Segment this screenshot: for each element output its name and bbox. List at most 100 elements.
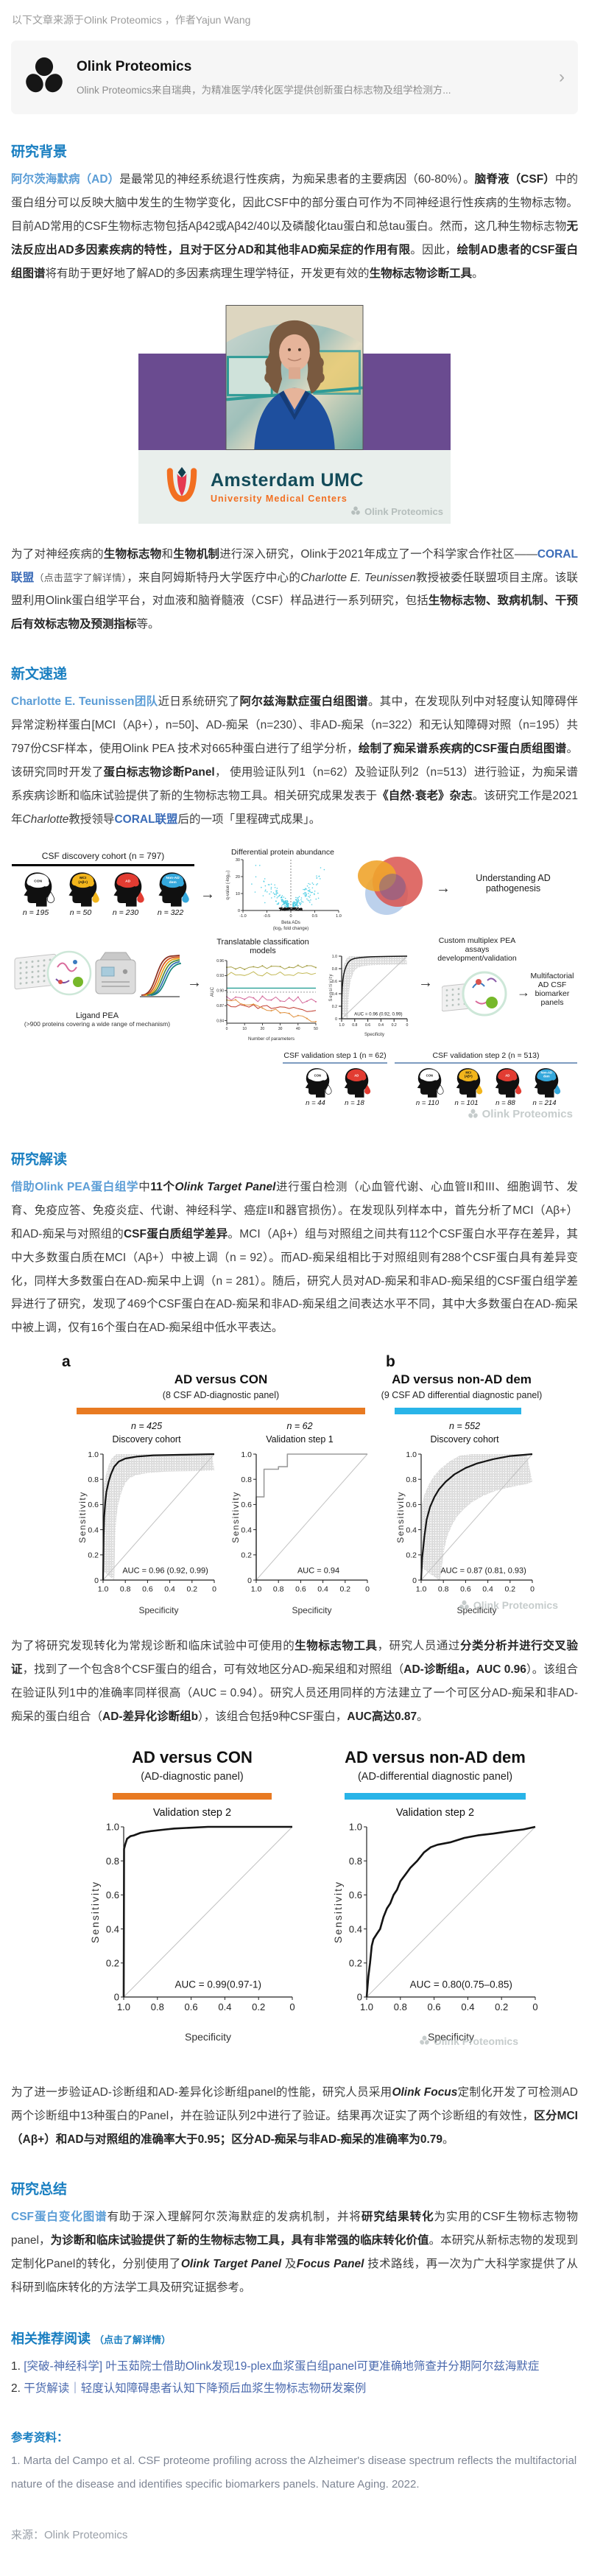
svg-text:0.6: 0.6 xyxy=(460,1585,471,1594)
text-segment: 蛋白标志物诊断Panel xyxy=(103,766,215,779)
svg-text:10: 10 xyxy=(242,1027,247,1031)
chevron-right-icon: › xyxy=(559,67,565,87)
svg-text:0.2: 0.2 xyxy=(252,2001,265,2012)
section-heading-news: 新文速递 xyxy=(11,667,68,683)
text-segment: 。 xyxy=(417,1710,428,1724)
olink-watermark: Olink Proteomics xyxy=(468,1108,573,1120)
text-segment: 无法反应出AD多因素疾病的特性，且对于区分AD和其他非AD痴呆症的作用有限 xyxy=(11,220,578,256)
svg-text:0.2: 0.2 xyxy=(495,2001,508,2012)
olink-watermark-icon xyxy=(468,1109,478,1118)
inline-link[interactable]: CORAL联盟 xyxy=(11,547,578,584)
account-card[interactable]: Olink Proteomics Olink Proteomics来自瑞典，为精… xyxy=(11,41,578,114)
svg-text:0.2: 0.2 xyxy=(88,1551,99,1560)
svg-text:Sensitivity: Sensitivity xyxy=(395,1492,406,1544)
svg-text:0.2: 0.2 xyxy=(186,1585,197,1594)
svg-text:40: 40 xyxy=(296,1027,300,1031)
fig2-panel-title: AD versus CON xyxy=(132,1747,253,1766)
text-segment: 。因此， xyxy=(410,243,457,256)
svg-text:0.4: 0.4 xyxy=(332,992,337,997)
svg-text:0.96: 0.96 xyxy=(216,959,224,964)
svg-text:0: 0 xyxy=(94,1576,99,1585)
text-segment: 分类分析并进行交叉验证 xyxy=(11,1640,578,1677)
svg-text:Specificity: Specificity xyxy=(292,1605,331,1615)
svg-text:Beta ADs: Beta ADs xyxy=(281,920,300,925)
olink-watermark-icon xyxy=(459,1600,469,1610)
svg-text:-0.5: -0.5 xyxy=(264,914,270,919)
text-segment: 中 xyxy=(138,1180,151,1193)
svg-text:50: 50 xyxy=(314,1027,318,1031)
svg-text:1.0: 1.0 xyxy=(241,1450,252,1459)
fig2-panel-subtitle: (AD-differential diagnostic panel) xyxy=(357,1770,513,1783)
text-segment: Olink Target Panel xyxy=(174,1180,276,1193)
volcano-block: Differential protein abundance 0 10 20 30 -1.… xyxy=(219,848,346,936)
plot-n-label: n = 552 xyxy=(448,1421,481,1432)
professor-photo-figure: Amsterdam UMC University Medical Centers… xyxy=(138,304,451,524)
text-segment: 。该研究工作是2021年 xyxy=(11,789,578,826)
svg-text:-1.0: -1.0 xyxy=(239,914,246,919)
olink-watermark: Olink Proteomics xyxy=(419,2035,518,2047)
svg-text:0.6: 0.6 xyxy=(332,980,337,984)
portrait-illustration xyxy=(226,305,363,449)
inline-link[interactable]: CORAL联盟 xyxy=(114,813,178,826)
svg-text:0.4: 0.4 xyxy=(317,1585,328,1594)
amsterdam-umc-logo-icon xyxy=(166,466,197,502)
cohort-head: AD n = 230 xyxy=(105,871,147,917)
venn-block xyxy=(352,854,431,922)
head-brain-icon: CON xyxy=(417,1067,444,1098)
svg-text:0.4: 0.4 xyxy=(218,2001,231,2012)
text-segment: CSF蛋白变化图谱 xyxy=(11,2210,107,2223)
svg-text:20: 20 xyxy=(236,875,240,880)
cohort-n-label: n = 214 xyxy=(532,1098,557,1107)
svg-text:0.4: 0.4 xyxy=(241,1526,252,1535)
svg-text:Number of parameters: Number of parameters xyxy=(248,1036,294,1042)
text-segment: 阿尔兹海默症蛋白组图谱 xyxy=(239,695,368,709)
text-segment: AD-差异化诊断组b xyxy=(102,1710,199,1724)
understanding-label: Understanding AD pathogenesis xyxy=(476,872,551,894)
arrow-icon: → xyxy=(200,885,215,902)
volcano-plot: 0 10 20 30 -1.0 -0.5 0 0.5 1.0 q-value (-log₁₀) Be… xyxy=(226,858,342,931)
interpretation-paragraph-3: 为了进一步验证AD-诊断组和AD-差异化诊断组panel的性能，研究人员采用Ol… xyxy=(11,2081,578,2152)
text-segment: 生物标志物诊断工具 xyxy=(369,267,473,280)
text-segment: 。本研究从新标志物的发现到定制化Panel的转化，分别使用了 xyxy=(11,2233,578,2270)
svg-text:0: 0 xyxy=(289,914,292,919)
cohort-n-label: n = 44 xyxy=(306,1098,325,1107)
source-account-link[interactable]: Olink Proteomics xyxy=(84,14,162,26)
svg-text:1.0: 1.0 xyxy=(406,1450,417,1459)
related-article-1-link[interactable]: [突破-神经科学] 叶玉茹院士借助Olink发现19-plex血浆蛋白组pane… xyxy=(24,2360,540,2373)
related-article-2-link[interactable]: 干货解读｜轻度认知障碍患者认知下降预后血浆生物标志物研发案例 xyxy=(24,2382,367,2396)
cohort-heads-row: CON n = 195 MCI (Aβ+) n = 50 AD n = 230 Non-AD d… xyxy=(12,871,194,917)
text-segment: 近日系统研究了 xyxy=(158,695,240,709)
text-segment: 教授被委任联盟项目主席。该联盟利用Olink蛋白组学平台，对血液和脑脊髓液（CS… xyxy=(11,571,578,608)
svg-text:0: 0 xyxy=(530,1585,535,1594)
svg-text:0.6: 0.6 xyxy=(241,1501,252,1509)
svg-text:0.4: 0.4 xyxy=(378,1023,384,1028)
section-heading-summary: 研究总结 xyxy=(11,2181,68,2197)
volcano-title: Differential protein abundance xyxy=(231,847,334,857)
svg-text:AD: AD xyxy=(354,1073,359,1077)
svg-text:0: 0 xyxy=(289,2001,294,2012)
text-segment: ， 使用验证队列1（n=62）及验证队列2（n=513）进行验证，为痴呆谱系疾病… xyxy=(11,766,578,802)
text-segment: 为了对神经疾病的 xyxy=(11,547,104,561)
mini-roc-block: 1.0 0 0.8 0.2 0.6 0.4 0.4 0.6 0.2 0.8 0 1.0 Sensitiv… xyxy=(327,951,414,1042)
svg-text:0.2: 0.2 xyxy=(332,1005,337,1009)
plot-n-label: n = 62 xyxy=(286,1421,313,1432)
svg-text:MCI: MCI xyxy=(465,1070,471,1074)
text-segment: 绘制AD患者的CSF蛋白组图谱 xyxy=(11,243,578,280)
text-segment: 11个 xyxy=(150,1180,175,1193)
cohort-heads-row: CON n = 110 MCI (Aβ+) n = 101 AD n = 88 Non-AD d… xyxy=(395,1067,577,1107)
svg-text:0.8: 0.8 xyxy=(273,1585,284,1594)
roc-figure-validation2: AD versus CON (AD-diagnostic panel) Valida… xyxy=(12,1748,577,2069)
fig2-step-label: Validation step 2 xyxy=(395,1806,475,1819)
svg-text:0.8: 0.8 xyxy=(120,1585,131,1594)
svg-text:0.87: 0.87 xyxy=(216,1004,224,1008)
fig2-color-bar xyxy=(345,1792,526,1800)
related-heading-hint: （点击了解详情） xyxy=(94,2334,172,2346)
discovery-cohort-block: CSF discovery cohort (n = 797) CON n = 195… xyxy=(12,851,194,917)
svg-text:0.8: 0.8 xyxy=(106,1856,119,1867)
svg-text:0.8: 0.8 xyxy=(349,1856,362,1867)
discovery-cohort-label: CSF discovery cohort (n = 797) xyxy=(12,851,194,866)
cohort-head: Non-AD dem n = 214 xyxy=(527,1067,562,1107)
svg-text:0.4: 0.4 xyxy=(106,1923,119,1934)
